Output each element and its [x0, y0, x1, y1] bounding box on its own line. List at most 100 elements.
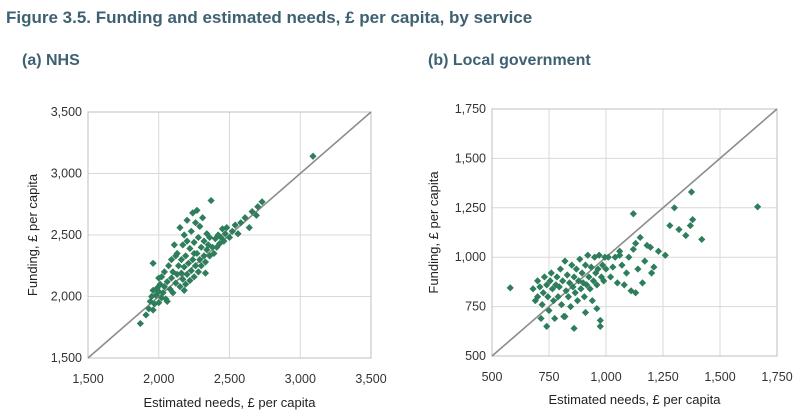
- y-tick-label: 750: [465, 300, 486, 314]
- local-government-scatter-chart: 500 750 1,000 1,250 1,500 1,750 500 750 1,000 1,…: [426, 102, 793, 407]
- data-point: [573, 297, 582, 305]
- data-point: [625, 253, 633, 261]
- data-point: [609, 263, 617, 271]
- data-point: [650, 263, 658, 271]
- data-point: [180, 263, 188, 271]
- data-point: [177, 256, 185, 264]
- data-point: [602, 265, 610, 273]
- nhs-x-tick-labels: 1,500 2,000 2,500 3,000 3,500: [72, 372, 386, 386]
- y-tick-label: 1,500: [455, 151, 486, 165]
- data-point: [163, 297, 171, 306]
- data-point: [557, 301, 566, 309]
- data-point: [540, 273, 549, 281]
- data-point: [577, 285, 585, 293]
- data-point: [606, 273, 615, 281]
- data-point: [159, 289, 167, 297]
- data-point: [190, 238, 198, 246]
- data-point: [182, 252, 190, 260]
- data-point: [183, 237, 191, 245]
- data-point: [252, 211, 260, 219]
- panel-a-title: (a) NHS: [22, 52, 80, 69]
- data-point: [228, 227, 236, 235]
- data-point: [206, 233, 214, 242]
- data-point: [581, 308, 590, 317]
- data-point: [167, 256, 176, 264]
- data-point: [567, 303, 575, 311]
- y-tick-label: 3,000: [51, 167, 82, 181]
- data-point: [561, 312, 569, 321]
- x-tick-label: 1,250: [647, 370, 678, 384]
- data-point: [197, 262, 205, 270]
- local-gov-plot-frame: [491, 108, 778, 357]
- data-point: [258, 198, 266, 206]
- nhs-scatter-chart: 1,500 2,000 2,500 3,000 3,500 1,500 2,000 2,50…: [25, 105, 387, 410]
- data-point: [163, 278, 171, 286]
- data-point: [596, 316, 604, 325]
- data-point: [638, 279, 647, 287]
- data-point: [634, 265, 642, 273]
- data-point: [199, 214, 207, 222]
- data-point: [570, 324, 578, 332]
- data-point: [201, 258, 210, 266]
- data-point: [220, 237, 228, 245]
- data-point: [167, 274, 176, 282]
- data-point: [556, 265, 564, 273]
- x-tick-label: 3,500: [355, 372, 386, 386]
- data-point: [578, 269, 586, 277]
- data-point: [234, 230, 242, 238]
- data-point: [172, 279, 180, 287]
- data-point: [534, 293, 542, 301]
- data-point: [564, 293, 572, 301]
- data-point: [554, 293, 562, 301]
- data-point: [176, 224, 184, 232]
- nhs-plot-frame: [87, 111, 372, 359]
- data-point: [622, 269, 631, 277]
- data-point: [536, 283, 544, 291]
- data-point: [180, 231, 188, 239]
- data-point: [200, 237, 208, 245]
- x-tick-label: 1,500: [704, 370, 735, 384]
- data-point: [191, 219, 200, 227]
- local-gov-x-axis-title: Estimated needs, £ per capita: [549, 392, 722, 407]
- data-point: [170, 241, 178, 249]
- data-point: [549, 297, 558, 305]
- x-tick-label: 1,500: [72, 372, 103, 386]
- data-point: [629, 210, 637, 218]
- data-point: [196, 222, 204, 230]
- data-point: [196, 256, 204, 264]
- data-point: [632, 239, 640, 247]
- local-gov-diagonal-line: [491, 108, 778, 357]
- data-point: [585, 273, 593, 281]
- data-point: [165, 262, 173, 270]
- data-point: [648, 269, 656, 277]
- local-gov-x-tick-labels: 500 750 1,000 1,250 1,500 1,750: [482, 370, 793, 384]
- data-point: [149, 259, 157, 267]
- data-point: [187, 267, 195, 275]
- data-point: [698, 235, 706, 244]
- y-tick-label: 1,250: [455, 201, 486, 215]
- data-point: [675, 225, 683, 234]
- data-point: [155, 299, 163, 307]
- data-point: [189, 256, 197, 264]
- data-point: [179, 241, 187, 249]
- x-tick-label: 1,750: [761, 370, 792, 384]
- data-point: [641, 257, 649, 265]
- data-point: [172, 252, 180, 260]
- data-point: [190, 273, 198, 281]
- data-point: [576, 255, 584, 263]
- data-point: [177, 269, 185, 277]
- data-point: [145, 305, 153, 313]
- x-tick-label: 2,500: [214, 372, 245, 386]
- data-point: [596, 322, 604, 330]
- data-point: [160, 268, 169, 276]
- data-point: [571, 289, 579, 297]
- data-point: [162, 295, 170, 303]
- x-tick-label: 500: [482, 370, 503, 384]
- data-point: [136, 319, 144, 328]
- y-tick-label: 2,000: [51, 290, 82, 304]
- data-point: [580, 293, 588, 301]
- data-point: [174, 262, 183, 270]
- data-point: [245, 224, 253, 232]
- data-point: [155, 287, 163, 296]
- data-point: [570, 273, 578, 281]
